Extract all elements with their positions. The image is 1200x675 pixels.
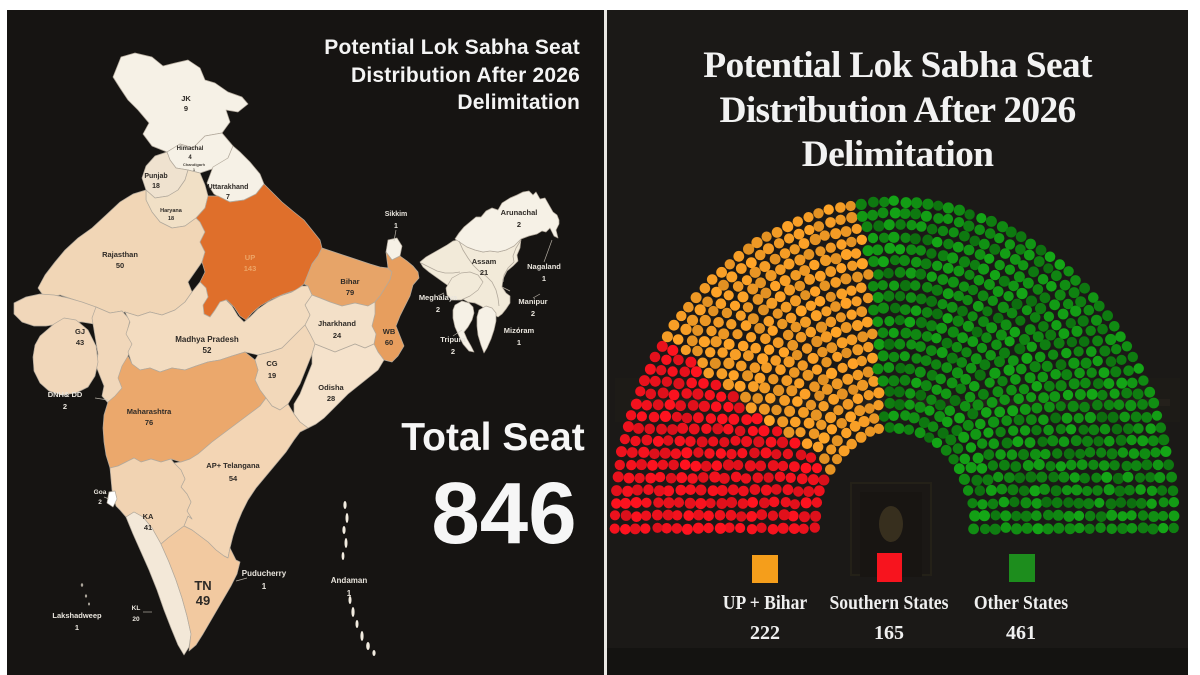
svg-text:1: 1 bbox=[394, 223, 398, 230]
svg-text:79: 79 bbox=[346, 288, 354, 297]
svg-text:143: 143 bbox=[244, 264, 257, 273]
svg-text:Haryana: Haryana bbox=[160, 208, 183, 214]
svg-text:20: 20 bbox=[132, 616, 140, 623]
svg-text:TN: TN bbox=[194, 578, 211, 593]
svg-text:2: 2 bbox=[98, 499, 102, 506]
svg-text:1: 1 bbox=[542, 274, 546, 283]
svg-text:WB: WB bbox=[383, 327, 396, 336]
svg-text:Odisha: Odisha bbox=[318, 383, 344, 392]
svg-text:Arunachal: Arunachal bbox=[501, 208, 538, 217]
svg-text:2: 2 bbox=[451, 347, 455, 356]
svg-text:CG: CG bbox=[266, 359, 277, 368]
svg-text:54: 54 bbox=[229, 474, 238, 483]
svg-text:Bihar: Bihar bbox=[340, 277, 359, 286]
svg-text:60: 60 bbox=[385, 338, 393, 347]
svg-text:1: 1 bbox=[517, 338, 521, 347]
svg-text:52: 52 bbox=[203, 346, 212, 355]
svg-text:KA: KA bbox=[143, 512, 154, 521]
svg-text:Assam: Assam bbox=[472, 257, 497, 266]
svg-text:2: 2 bbox=[531, 309, 535, 318]
svg-text:1: 1 bbox=[75, 623, 79, 632]
svg-text:18: 18 bbox=[168, 216, 174, 222]
svg-text:21: 21 bbox=[480, 268, 488, 277]
svg-text:GJ: GJ bbox=[75, 327, 85, 336]
svg-text:Himachal: Himachal bbox=[177, 146, 204, 152]
svg-text:Manipur: Manipur bbox=[518, 297, 547, 306]
svg-text:1: 1 bbox=[262, 582, 267, 591]
svg-text:Goa: Goa bbox=[94, 489, 107, 496]
svg-text:Uttarakhand: Uttarakhand bbox=[208, 184, 249, 191]
svg-text:Lakshadweep: Lakshadweep bbox=[52, 611, 102, 620]
svg-text:2: 2 bbox=[436, 305, 440, 314]
svg-text:9: 9 bbox=[184, 104, 188, 113]
svg-text:Madhya Pradesh: Madhya Pradesh bbox=[175, 335, 239, 344]
svg-text:Mizoram: Mizoram bbox=[504, 326, 535, 335]
svg-text:18: 18 bbox=[152, 183, 160, 190]
svg-text:Andaman: Andaman bbox=[331, 576, 368, 585]
svg-text:Meghalaya: Meghalaya bbox=[419, 293, 458, 302]
svg-text:Puducherry: Puducherry bbox=[242, 569, 287, 578]
svg-text:1: 1 bbox=[347, 589, 352, 598]
svg-text:2: 2 bbox=[517, 220, 521, 229]
svg-text:KL: KL bbox=[132, 605, 141, 612]
svg-text:19: 19 bbox=[268, 371, 276, 380]
svg-text:DNH& DD: DNH& DD bbox=[48, 390, 83, 399]
svg-text:24: 24 bbox=[333, 331, 342, 340]
svg-text:41: 41 bbox=[144, 523, 152, 532]
svg-text:Sikkim: Sikkim bbox=[385, 211, 408, 218]
svg-text:Nagaland: Nagaland bbox=[527, 262, 561, 271]
svg-text:43: 43 bbox=[76, 338, 84, 347]
svg-text:UP: UP bbox=[245, 253, 255, 262]
svg-text:1: 1 bbox=[193, 167, 196, 172]
svg-text:49: 49 bbox=[196, 593, 210, 608]
svg-text:2: 2 bbox=[63, 402, 67, 411]
svg-text:Rajasthan: Rajasthan bbox=[102, 250, 138, 259]
svg-text:Jharkhand: Jharkhand bbox=[318, 319, 356, 328]
svg-text:28: 28 bbox=[327, 394, 335, 403]
svg-text:JK: JK bbox=[181, 94, 191, 103]
svg-text:4: 4 bbox=[188, 155, 192, 161]
svg-text:Chandigarh: Chandigarh bbox=[183, 162, 206, 167]
svg-text:Maharashtra: Maharashtra bbox=[127, 407, 172, 416]
svg-text:76: 76 bbox=[145, 418, 153, 427]
svg-text:Tripura: Tripura bbox=[440, 335, 466, 344]
svg-text:AP+ Telangana: AP+ Telangana bbox=[206, 461, 260, 470]
svg-text:7: 7 bbox=[226, 194, 230, 201]
svg-text:Punjab: Punjab bbox=[144, 173, 167, 180]
svg-text:50: 50 bbox=[116, 261, 124, 270]
